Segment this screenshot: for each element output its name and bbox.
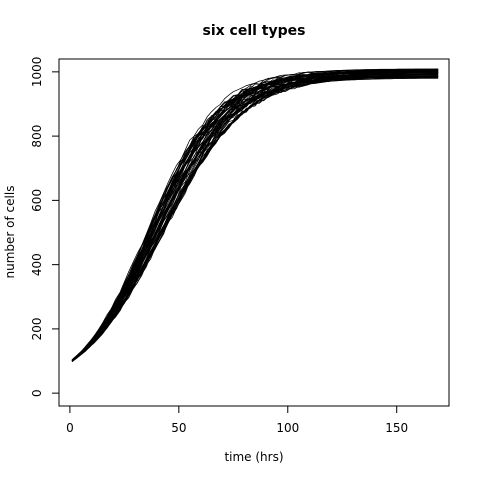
- series-line: [71, 69, 439, 361]
- series-line: [71, 73, 439, 362]
- series-line: [71, 73, 439, 361]
- series-line: [71, 75, 439, 361]
- series-line: [71, 69, 439, 362]
- series-line: [71, 71, 439, 361]
- series-line: [71, 75, 439, 361]
- chart-title: six cell types: [203, 23, 306, 39]
- series-line: [71, 76, 439, 362]
- series-line: [71, 69, 439, 362]
- series-line: [71, 71, 439, 362]
- series-line: [71, 70, 439, 362]
- y-tick-label: 0: [30, 389, 44, 397]
- series-line: [71, 76, 439, 362]
- y-tick-label: 800: [30, 125, 44, 148]
- series-line: [71, 75, 439, 361]
- y-tick-label: 200: [30, 317, 44, 340]
- series-line: [71, 77, 439, 361]
- series-line: [71, 71, 439, 362]
- y-axis-label: number of cells: [3, 186, 17, 279]
- y-axis: 0 200 400 600 800 1000: [30, 57, 59, 397]
- series-line: [71, 73, 439, 362]
- series-line: [71, 68, 439, 362]
- series-line: [71, 73, 439, 362]
- y-tick-label: 600: [30, 189, 44, 212]
- series-line: [71, 70, 439, 362]
- series-line: [71, 71, 439, 361]
- series-line: [71, 69, 439, 361]
- series-line: [71, 75, 439, 362]
- x-axis: 0 50 100 150: [66, 406, 408, 435]
- plot-frame: [58, 58, 450, 407]
- series-line: [71, 75, 439, 362]
- series-line: [71, 68, 439, 362]
- series-line: [71, 69, 439, 362]
- series-line: [71, 71, 439, 362]
- series-line: [71, 68, 439, 361]
- series-line: [71, 76, 439, 362]
- series-line: [71, 70, 439, 362]
- series-line: [71, 70, 439, 361]
- series-line: [71, 69, 439, 362]
- series-line: [71, 77, 439, 361]
- series-line: [71, 73, 439, 362]
- series-line: [71, 69, 439, 361]
- x-tick-label: 0: [66, 421, 74, 435]
- series-line: [71, 74, 439, 362]
- series-line: [71, 70, 439, 362]
- series-line: [71, 73, 439, 361]
- series-line: [71, 75, 439, 362]
- series-line: [71, 76, 439, 361]
- series-line: [71, 70, 439, 362]
- series-line: [71, 71, 439, 362]
- series-line: [71, 71, 439, 362]
- x-tick-label: 100: [276, 421, 299, 435]
- series-line: [71, 69, 439, 362]
- series-line: [71, 73, 439, 362]
- series-line: [71, 72, 439, 362]
- series-line: [71, 74, 439, 361]
- series-line: [71, 72, 439, 362]
- series-line: [71, 77, 439, 361]
- series-line: [71, 69, 439, 361]
- y-tick-label: 1000: [30, 57, 44, 88]
- series-group: [71, 68, 439, 362]
- series-line: [71, 76, 439, 361]
- series-line: [71, 76, 439, 361]
- series-line: [71, 72, 439, 361]
- series-line: [71, 69, 439, 362]
- series-line: [71, 72, 439, 361]
- x-axis-label: time (hrs): [224, 450, 283, 464]
- series-line: [71, 73, 439, 361]
- x-tick-label: 50: [171, 421, 186, 435]
- y-tick-label: 400: [30, 253, 44, 276]
- series-line: [71, 76, 439, 361]
- x-tick-label: 150: [385, 421, 408, 435]
- series-line: [71, 76, 439, 362]
- series-line: [71, 70, 439, 362]
- series-line: [71, 75, 439, 362]
- series-line: [71, 73, 439, 360]
